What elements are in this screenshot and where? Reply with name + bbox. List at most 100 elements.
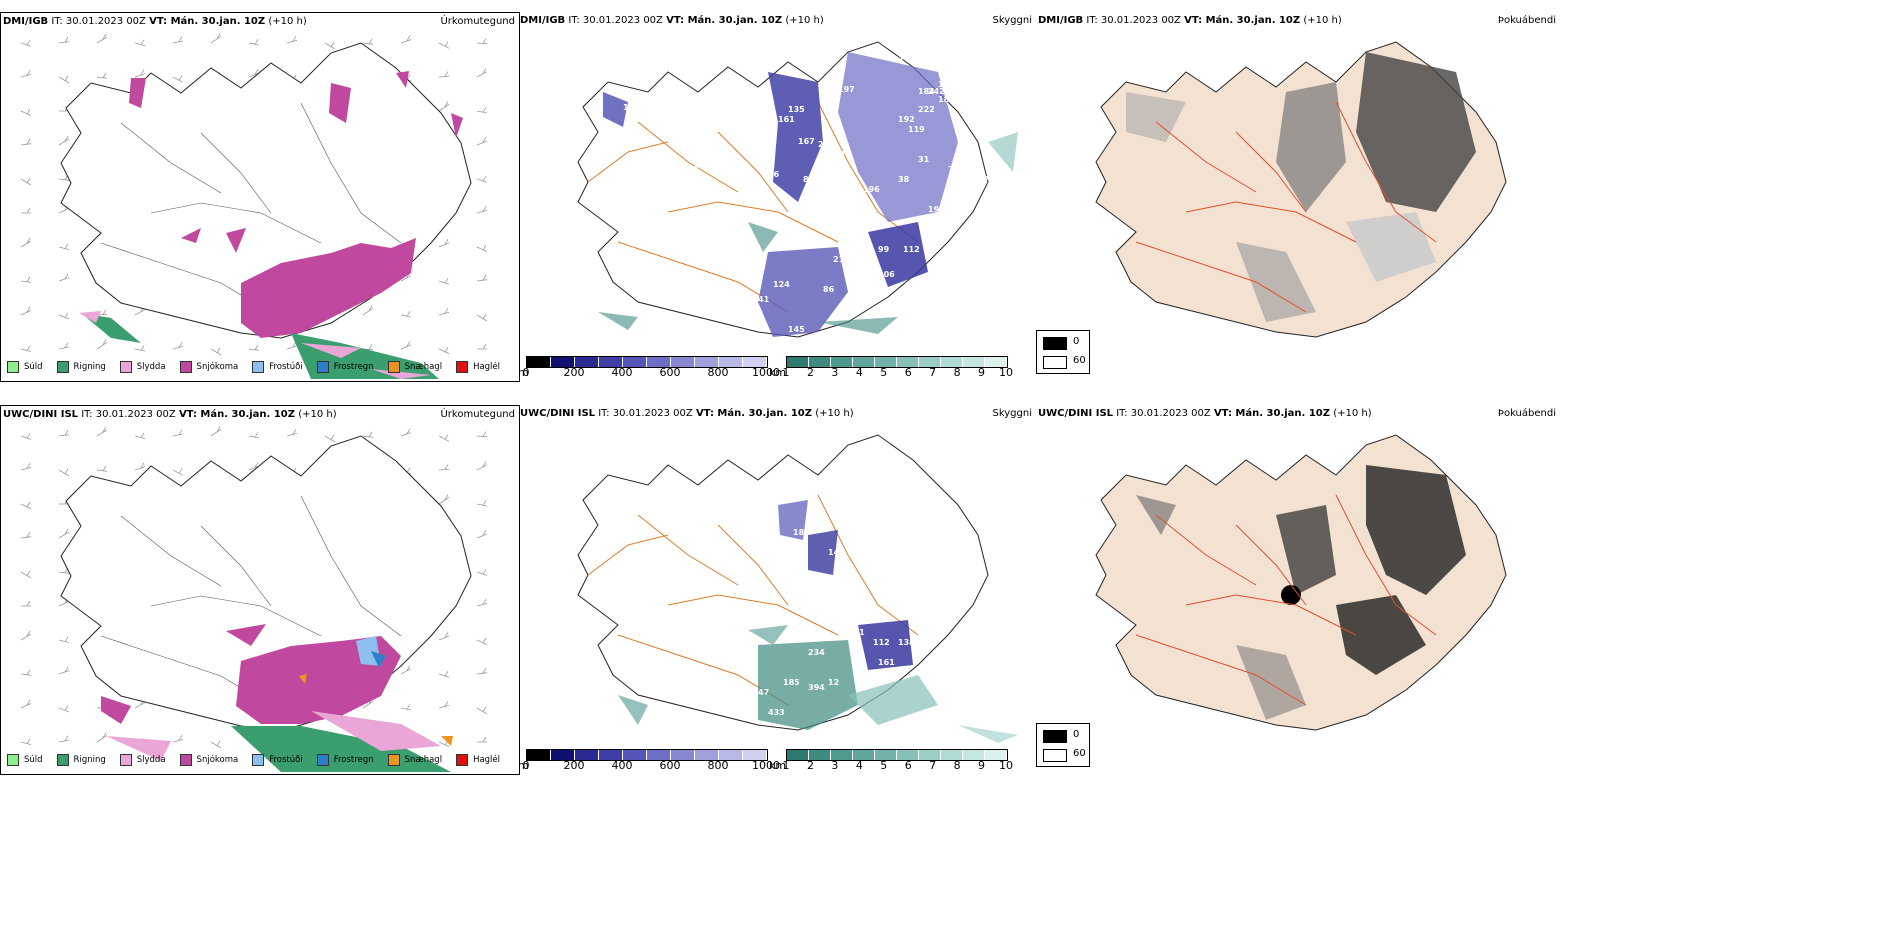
wind-barb — [476, 530, 488, 539]
wind-barb — [248, 39, 260, 46]
colorbar-cell — [875, 750, 897, 760]
precip-type-legend: Súld Rigning Slydda Snjókoma Frostúði Frostre… — [7, 754, 500, 766]
wind-barb — [58, 273, 70, 282]
wind-barb — [172, 735, 184, 743]
wind-barb — [172, 429, 184, 437]
snow-depth-label: 184 — [793, 528, 810, 537]
colorbar-cell — [897, 357, 919, 367]
wind-barb — [476, 706, 488, 715]
legend-item: Rigning — [56, 754, 106, 766]
wind-barb — [476, 68, 488, 78]
colorbar-tick: 2 — [806, 759, 814, 772]
snow-depth-label: 173 — [788, 588, 805, 597]
legend-item: Frostúði — [252, 361, 303, 373]
wind-barb — [324, 434, 336, 443]
colorbar-cell — [985, 357, 1007, 367]
colorbar-cell — [743, 750, 767, 760]
snow-depth-label: 394 — [808, 683, 825, 692]
legend-label: Rigning — [73, 362, 106, 372]
colorbar-tick: 8 — [953, 366, 961, 379]
legend-item: Snjókoma — [179, 754, 238, 766]
wind-barb — [438, 41, 450, 49]
snow-depth-label: 112 — [903, 245, 920, 254]
legend-swatch — [252, 361, 265, 373]
wind-barb — [438, 239, 450, 248]
colorbar-tick: 5 — [880, 366, 888, 379]
panel-title: UWC/DINI ISL IT: 30.01.2023 00Z VT: Mán.… — [1038, 408, 1372, 419]
colorbar-cell — [695, 357, 719, 367]
wind-barb — [20, 433, 32, 440]
wind-barb — [134, 462, 146, 471]
wind-barb — [58, 36, 70, 44]
wind-barb — [20, 345, 32, 353]
panel-variable: Þokuábendi — [1497, 15, 1556, 26]
legend-swatch — [316, 361, 329, 373]
colorbar-tick: 600 — [659, 759, 681, 772]
wind-barb — [400, 341, 412, 350]
wind-barb — [362, 431, 374, 438]
wind-barb — [172, 468, 184, 476]
legend-swatch — [456, 361, 469, 373]
wind-barb — [438, 671, 450, 678]
colorbar-cell — [527, 357, 551, 367]
colorbar-cell — [623, 750, 647, 760]
wind-barb — [20, 463, 32, 471]
snow-depth-label: 211 — [818, 140, 835, 149]
snow-depth-label: 197 — [838, 85, 855, 94]
legend-label: Snjókoma — [196, 362, 239, 372]
snow-depth-label: 41 — [893, 55, 905, 64]
snow-depth-label: 74 — [948, 165, 960, 174]
wind-barb — [96, 339, 108, 350]
snow-depth-label: 185 — [783, 678, 800, 687]
colorbar-tick: 10 — [999, 759, 1013, 772]
wind-barb — [58, 342, 70, 350]
legend-swatch — [456, 754, 469, 766]
colorbar-cell — [919, 357, 941, 367]
wind-barb — [172, 36, 184, 44]
wind-barb — [172, 75, 184, 83]
colorbar-cell — [575, 750, 599, 760]
wind-barb — [476, 461, 488, 471]
colorbar-cell — [671, 357, 695, 367]
wind-barb — [248, 432, 260, 439]
legend-item: Snæhagl — [387, 361, 442, 373]
colorbar-tick: 1000 — [752, 759, 780, 772]
snow-depth-label: 177 — [818, 90, 835, 99]
wind-barb — [96, 465, 108, 472]
snow-depth-label: 85 — [803, 175, 815, 184]
legend-item: Slydda — [119, 361, 166, 373]
wind-barb — [400, 704, 412, 711]
snow-depth-label: 212 — [833, 255, 850, 264]
wind-barb — [58, 468, 70, 477]
visibility-label: 87 — [978, 175, 989, 184]
colorbar-cell — [719, 750, 743, 760]
snow-depth-colorbar — [526, 356, 768, 368]
colorbar-cell — [743, 357, 767, 367]
snow-depth-label: 192 — [898, 115, 915, 124]
wind-barb — [476, 500, 488, 507]
wind-barb — [477, 343, 487, 350]
legend-swatch — [387, 754, 400, 766]
snow-depth-label: 41 — [758, 295, 770, 304]
wind-barb — [476, 313, 488, 322]
legend-label: Slydda — [136, 362, 166, 372]
row1-fog-panel: DMI/IGB IT: 30.01.2023 00Z VT: Mán. 30.j… — [1036, 12, 1560, 380]
colorbar-cell — [647, 357, 671, 367]
wind-barb — [20, 108, 32, 117]
wind-barb — [172, 342, 184, 350]
legend-item: Haglél — [456, 361, 500, 373]
legend-swatch — [119, 754, 132, 766]
wind-barb — [476, 206, 488, 214]
colorbar-tick: 3 — [831, 759, 839, 772]
wind-barb — [20, 306, 32, 316]
wind-barb — [134, 39, 146, 47]
legend-item: Snjókoma — [179, 361, 239, 373]
snow-depth-label: 184 — [918, 87, 935, 96]
wind-barb — [20, 276, 32, 283]
snow-depth-unit: m — [518, 366, 529, 379]
wind-barb — [96, 426, 108, 437]
snow-depth-label: 190 — [938, 80, 955, 89]
snow-depth-label: 119 — [908, 125, 925, 134]
